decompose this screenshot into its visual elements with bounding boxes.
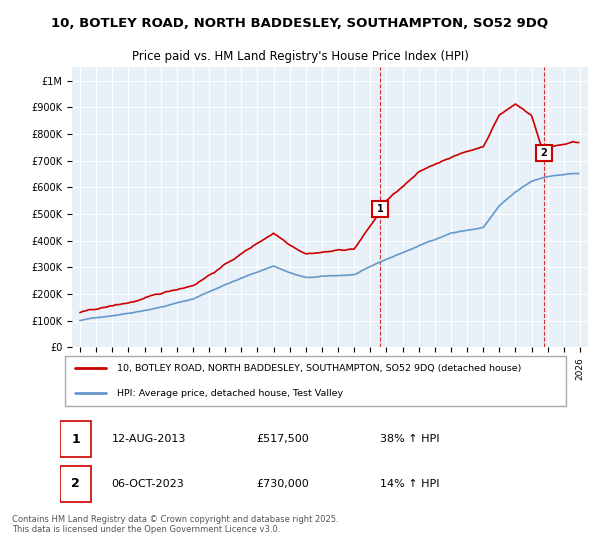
Text: 12-AUG-2013: 12-AUG-2013	[112, 434, 186, 444]
Text: 10, BOTLEY ROAD, NORTH BADDESLEY, SOUTHAMPTON, SO52 9DQ: 10, BOTLEY ROAD, NORTH BADDESLEY, SOUTHA…	[52, 17, 548, 30]
FancyBboxPatch shape	[60, 466, 91, 502]
FancyBboxPatch shape	[60, 421, 91, 457]
Text: £730,000: £730,000	[256, 479, 309, 489]
Text: Contains HM Land Registry data © Crown copyright and database right 2025.
This d: Contains HM Land Registry data © Crown c…	[12, 515, 338, 534]
Text: 10, BOTLEY ROAD, NORTH BADDESLEY, SOUTHAMPTON, SO52 9DQ (detached house): 10, BOTLEY ROAD, NORTH BADDESLEY, SOUTHA…	[117, 364, 521, 373]
Text: HPI: Average price, detached house, Test Valley: HPI: Average price, detached house, Test…	[117, 389, 343, 398]
Text: 2: 2	[71, 477, 80, 491]
Text: 38% ↑ HPI: 38% ↑ HPI	[380, 434, 439, 444]
Text: 2: 2	[541, 147, 547, 157]
FancyBboxPatch shape	[65, 356, 566, 406]
Text: £517,500: £517,500	[256, 434, 309, 444]
Text: 1: 1	[71, 433, 80, 446]
Text: 1: 1	[377, 204, 383, 214]
Text: Price paid vs. HM Land Registry's House Price Index (HPI): Price paid vs. HM Land Registry's House …	[131, 50, 469, 63]
Text: 14% ↑ HPI: 14% ↑ HPI	[380, 479, 439, 489]
Text: 06-OCT-2023: 06-OCT-2023	[112, 479, 184, 489]
